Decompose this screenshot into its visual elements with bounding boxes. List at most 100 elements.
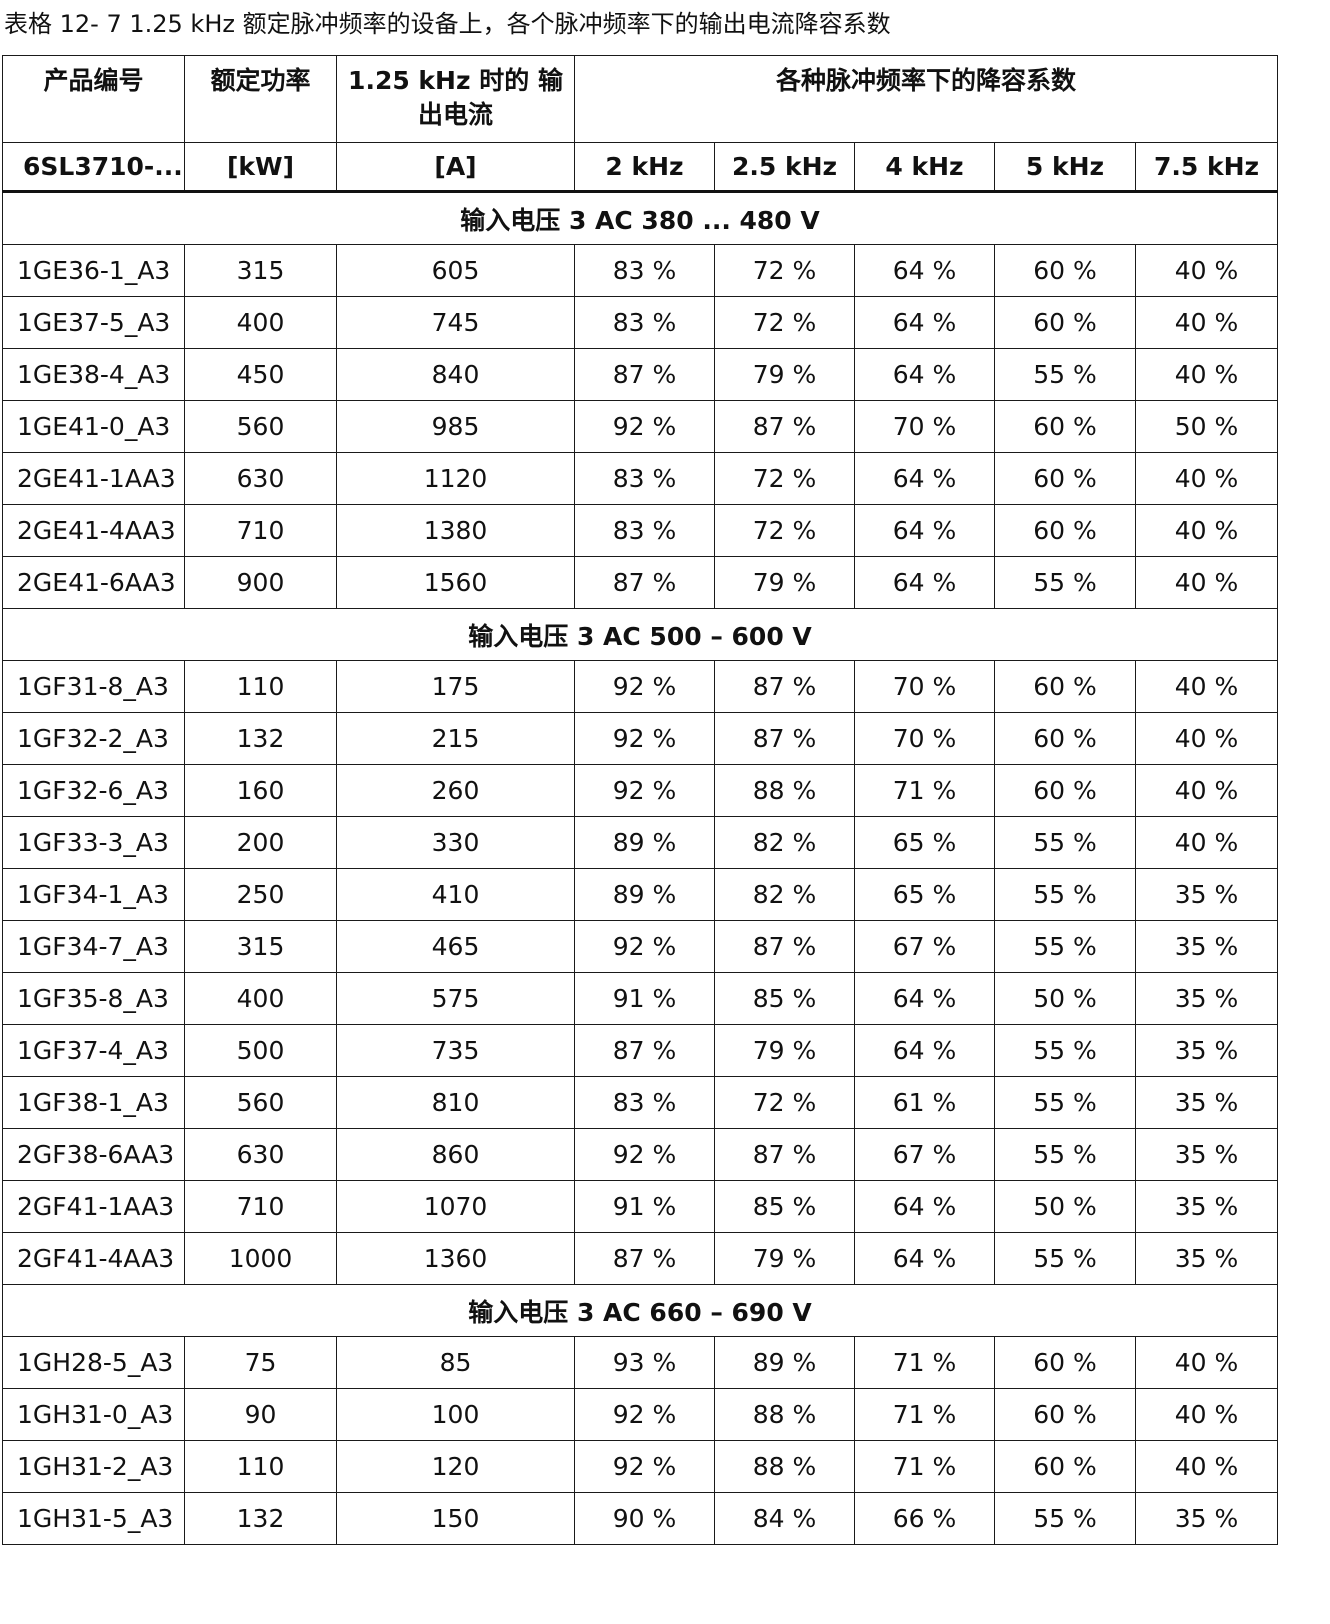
cell-factor-2-5khz: 72 % — [714, 296, 855, 349]
cell-rated-power: 560 — [184, 1076, 337, 1129]
cell-rated-power: 160 — [184, 764, 337, 817]
cell-factor-5khz: 60 % — [994, 452, 1136, 505]
section-row: 输入电压 3 AC 380 ... 480 V — [2, 191, 1278, 245]
table-row: 1GF33-3_A3 200 330 89 % 82 % 65 % 55 % 40 % — [2, 816, 1278, 869]
cell-factor-2khz: 92 % — [574, 400, 715, 453]
cell-factor-2khz: 90 % — [574, 1492, 715, 1545]
cell-output-current: 85 — [336, 1336, 575, 1389]
cell-factor-7-5khz: 35 % — [1135, 868, 1278, 921]
cell-factor-5khz: 55 % — [994, 348, 1136, 401]
cell-output-current: 1380 — [336, 504, 575, 557]
section-title: 输入电压 3 AC 380 ... 480 V — [2, 191, 1278, 245]
table-row: 1GE37-5_A3 400 745 83 % 72 % 64 % 60 % 40 % — [2, 296, 1278, 349]
cell-product-no: 1GF35-8_A3 — [2, 972, 185, 1025]
unit-freq-7-5khz: 7.5 kHz — [1135, 142, 1278, 193]
header-rated-power: 额定功率 — [184, 55, 337, 143]
section-row: 输入电压 3 AC 660 – 690 V — [2, 1284, 1278, 1337]
cell-factor-5khz: 60 % — [994, 400, 1136, 453]
cell-rated-power: 90 — [184, 1388, 337, 1441]
cell-factor-7-5khz: 35 % — [1135, 1492, 1278, 1545]
cell-factor-2-5khz: 89 % — [714, 1336, 855, 1389]
cell-output-current: 860 — [336, 1128, 575, 1181]
cell-factor-7-5khz: 40 % — [1135, 452, 1278, 505]
cell-factor-5khz: 60 % — [994, 1336, 1136, 1389]
unit-freq-2khz: 2 kHz — [574, 142, 715, 193]
table-row: 1GE38-4_A3 450 840 87 % 79 % 64 % 55 % 40 % — [2, 348, 1278, 401]
cell-factor-7-5khz: 35 % — [1135, 920, 1278, 973]
cell-factor-4khz: 70 % — [854, 712, 995, 765]
cell-output-current: 810 — [336, 1076, 575, 1129]
table-row: 1GH31-2_A3 110 120 92 % 88 % 71 % 60 % 40 % — [2, 1440, 1278, 1493]
cell-factor-2-5khz: 88 % — [714, 764, 855, 817]
cell-factor-4khz: 67 % — [854, 1128, 995, 1181]
cell-factor-2khz: 83 % — [574, 1076, 715, 1129]
cell-factor-2khz: 92 % — [574, 764, 715, 817]
cell-factor-4khz: 71 % — [854, 1388, 995, 1441]
unit-freq-5khz: 5 kHz — [994, 142, 1136, 193]
table-row: 2GF41-4AA3 1000 1360 87 % 79 % 64 % 55 % 35 % — [2, 1232, 1278, 1285]
cell-rated-power: 400 — [184, 296, 337, 349]
cell-rated-power: 75 — [184, 1336, 337, 1389]
cell-product-no: 2GE41-1AA3 — [2, 452, 185, 505]
cell-product-no: 2GE41-6AA3 — [2, 556, 185, 609]
cell-product-no: 1GH31-5_A3 — [2, 1492, 185, 1545]
cell-factor-2-5khz: 85 % — [714, 972, 855, 1025]
cell-factor-4khz: 71 % — [854, 1440, 995, 1493]
cell-factor-2khz: 83 % — [574, 244, 715, 297]
cell-factor-5khz: 60 % — [994, 504, 1136, 557]
cell-factor-5khz: 60 % — [994, 660, 1136, 713]
cell-output-current: 1070 — [336, 1180, 575, 1233]
table-body: 产品编号 额定功率 1.25 kHz 时的 输出电流 各种脉冲频率下的降容系数 … — [2, 55, 1278, 1545]
section-title: 输入电压 3 AC 500 – 600 V — [2, 608, 1278, 661]
cell-rated-power: 400 — [184, 972, 337, 1025]
derating-table: 产品编号 额定功率 1.25 kHz 时的 输出电流 各种脉冲频率下的降容系数 … — [2, 55, 1278, 1545]
cell-factor-5khz: 55 % — [994, 920, 1136, 973]
cell-factor-4khz: 64 % — [854, 972, 995, 1025]
cell-factor-2-5khz: 79 % — [714, 348, 855, 401]
cell-factor-2-5khz: 72 % — [714, 504, 855, 557]
cell-factor-7-5khz: 50 % — [1135, 400, 1278, 453]
cell-rated-power: 500 — [184, 1024, 337, 1077]
cell-factor-5khz: 55 % — [994, 556, 1136, 609]
cell-factor-5khz: 55 % — [994, 1076, 1136, 1129]
section-row: 输入电压 3 AC 500 – 600 V — [2, 608, 1278, 661]
cell-factor-2khz: 92 % — [574, 1388, 715, 1441]
cell-factor-2khz: 92 % — [574, 1128, 715, 1181]
cell-factor-5khz: 60 % — [994, 244, 1136, 297]
cell-factor-2-5khz: 87 % — [714, 660, 855, 713]
cell-output-current: 745 — [336, 296, 575, 349]
cell-product-no: 1GE41-0_A3 — [2, 400, 185, 453]
cell-rated-power: 315 — [184, 920, 337, 973]
cell-product-no: 1GH28-5_A3 — [2, 1336, 185, 1389]
unit-freq-4khz: 4 kHz — [854, 142, 995, 193]
cell-rated-power: 450 — [184, 348, 337, 401]
cell-output-current: 100 — [336, 1388, 575, 1441]
cell-product-no: 1GF34-7_A3 — [2, 920, 185, 973]
cell-product-no: 1GF32-2_A3 — [2, 712, 185, 765]
cell-factor-5khz: 55 % — [994, 1232, 1136, 1285]
cell-product-no: 1GE36-1_A3 — [2, 244, 185, 297]
cell-rated-power: 315 — [184, 244, 337, 297]
cell-product-no: 1GE37-5_A3 — [2, 296, 185, 349]
table-row: 1GH31-0_A3 90 100 92 % 88 % 71 % 60 % 40 % — [2, 1388, 1278, 1441]
table-row: 2GE41-1AA3 630 1120 83 % 72 % 64 % 60 % 40 % — [2, 452, 1278, 505]
unit-rated-power: [kW] — [184, 142, 337, 193]
cell-output-current: 410 — [336, 868, 575, 921]
cell-rated-power: 1000 — [184, 1232, 337, 1285]
cell-rated-power: 560 — [184, 400, 337, 453]
unit-product-no: 6SL3710-... — [2, 142, 185, 193]
cell-factor-2-5khz: 88 % — [714, 1440, 855, 1493]
cell-factor-2-5khz: 87 % — [714, 1128, 855, 1181]
cell-factor-7-5khz: 40 % — [1135, 296, 1278, 349]
cell-factor-7-5khz: 40 % — [1135, 712, 1278, 765]
cell-factor-7-5khz: 40 % — [1135, 764, 1278, 817]
cell-product-no: 2GF38-6AA3 — [2, 1128, 185, 1181]
cell-factor-5khz: 50 % — [994, 972, 1136, 1025]
cell-factor-2khz: 92 % — [574, 712, 715, 765]
cell-factor-5khz: 55 % — [994, 816, 1136, 869]
cell-factor-4khz: 61 % — [854, 1076, 995, 1129]
cell-factor-2khz: 83 % — [574, 296, 715, 349]
cell-factor-2khz: 91 % — [574, 972, 715, 1025]
cell-factor-4khz: 65 % — [854, 816, 995, 869]
header-output-current: 1.25 kHz 时的 输出电流 — [336, 55, 575, 143]
